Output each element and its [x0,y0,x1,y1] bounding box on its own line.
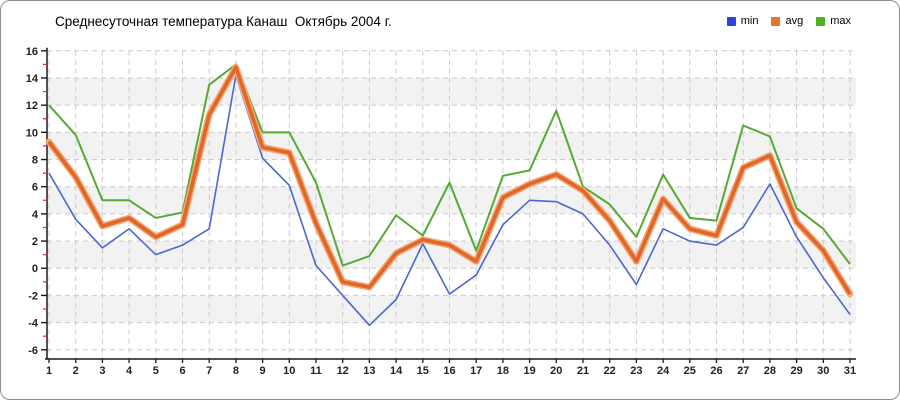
svg-text:23: 23 [630,365,642,377]
svg-text:29: 29 [790,365,802,377]
svg-text:1: 1 [46,365,52,377]
svg-text:8: 8 [32,155,38,167]
legend-item-min: min [726,15,759,27]
svg-text:-4: -4 [28,318,39,330]
legend: min avg max [726,15,851,27]
legend-label-min: min [740,15,759,27]
svg-text:30: 30 [817,365,829,377]
svg-text:0: 0 [32,263,38,275]
svg-text:4: 4 [126,365,133,377]
svg-text:2: 2 [73,365,79,377]
svg-text:9: 9 [260,365,266,377]
legend-label-avg: avg [785,15,804,27]
svg-text:22: 22 [604,365,616,377]
svg-text:12: 12 [26,100,38,112]
svg-text:2: 2 [32,236,38,248]
svg-text:4: 4 [32,209,39,221]
svg-text:12: 12 [337,365,349,377]
svg-text:10: 10 [26,127,38,139]
svg-text:16: 16 [26,46,38,58]
legend-item-avg: avg [771,15,803,27]
legend-swatch-min-icon [726,16,736,26]
svg-text:18: 18 [497,365,509,377]
svg-text:8: 8 [233,365,239,377]
svg-text:-6: -6 [28,345,38,357]
legend-label-max: max [830,15,851,27]
svg-text:7: 7 [206,365,212,377]
svg-text:14: 14 [390,365,403,377]
svg-text:16: 16 [443,365,455,377]
legend-swatch-max-icon [816,16,826,26]
svg-text:28: 28 [764,365,776,377]
svg-text:5: 5 [153,365,159,377]
legend-swatch-avg-icon [771,16,781,26]
svg-text:11: 11 [310,365,322,377]
legend-item-max: max [816,15,851,27]
svg-text:-2: -2 [28,290,38,302]
svg-text:31: 31 [844,365,856,377]
chart-title: Среднесуточная температура Канаш Октябрь… [55,14,392,29]
svg-text:10: 10 [283,365,295,377]
svg-text:20: 20 [550,365,562,377]
svg-text:24: 24 [657,365,670,377]
svg-text:17: 17 [470,365,482,377]
svg-text:6: 6 [179,365,185,377]
svg-text:19: 19 [523,365,535,377]
svg-text:3: 3 [99,365,105,377]
svg-text:21: 21 [577,365,589,377]
svg-text:14: 14 [26,73,39,85]
svg-text:15: 15 [417,365,429,377]
svg-text:6: 6 [32,182,38,194]
svg-text:26: 26 [710,365,722,377]
svg-text:13: 13 [363,365,375,377]
svg-text:27: 27 [737,365,749,377]
svg-text:25: 25 [684,365,696,377]
